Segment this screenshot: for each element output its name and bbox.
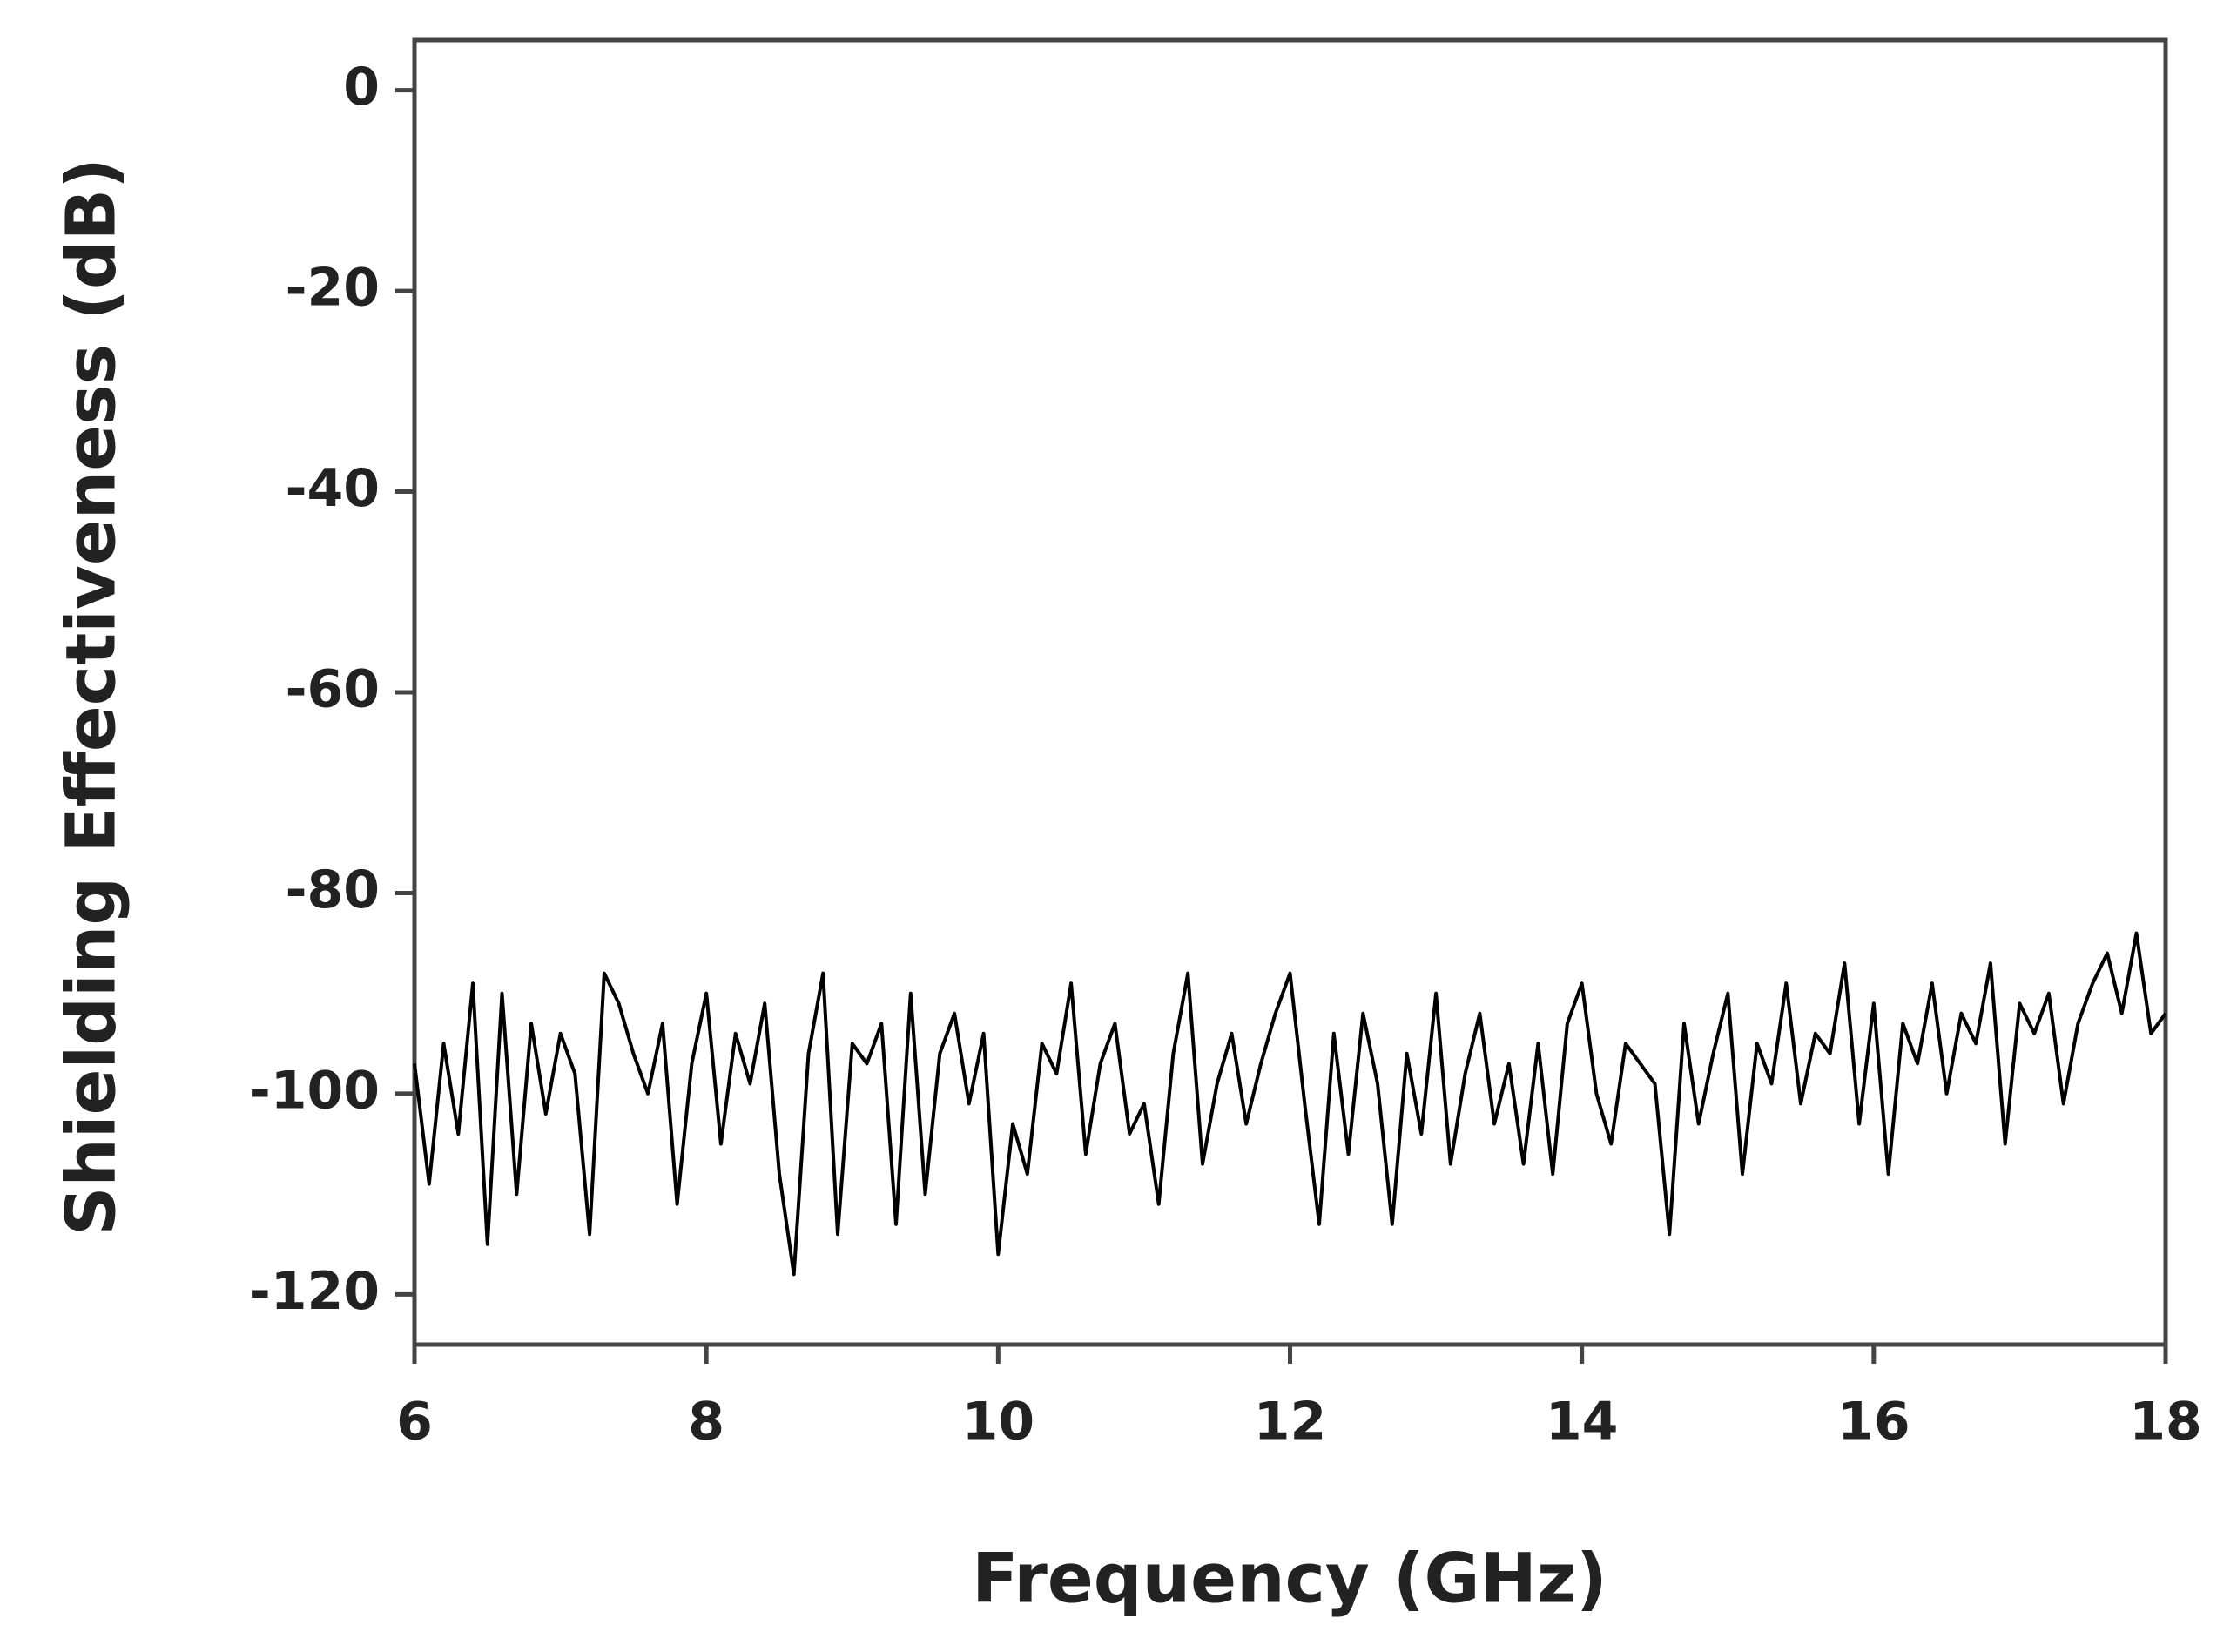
x-tick-label: 16 bbox=[1837, 1392, 1910, 1453]
x-tick-label: 12 bbox=[1254, 1392, 1327, 1453]
y-tick-label: -100 bbox=[249, 1061, 380, 1122]
y-tick-label: -120 bbox=[249, 1261, 380, 1322]
data-line bbox=[413, 931, 2167, 1277]
x-tick-label: 8 bbox=[688, 1392, 724, 1453]
x-tick-label: 10 bbox=[962, 1392, 1035, 1453]
y-tick-label: -80 bbox=[286, 860, 380, 920]
y-axis-title: Shielding Effectiveness (dB) bbox=[52, 158, 131, 1236]
y-tick-label: -20 bbox=[286, 258, 380, 319]
plot-frame bbox=[412, 37, 2168, 1347]
x-tick-label: 14 bbox=[1546, 1392, 1619, 1453]
y-tick-label: -60 bbox=[286, 659, 380, 720]
x-tick-label: 18 bbox=[2129, 1392, 2202, 1453]
x-tick-label: 6 bbox=[396, 1392, 433, 1453]
x-axis-title: Frequency (GHz) bbox=[972, 1540, 1607, 1618]
y-tick-label: 0 bbox=[343, 57, 380, 118]
y-tick-label: -40 bbox=[286, 458, 380, 519]
